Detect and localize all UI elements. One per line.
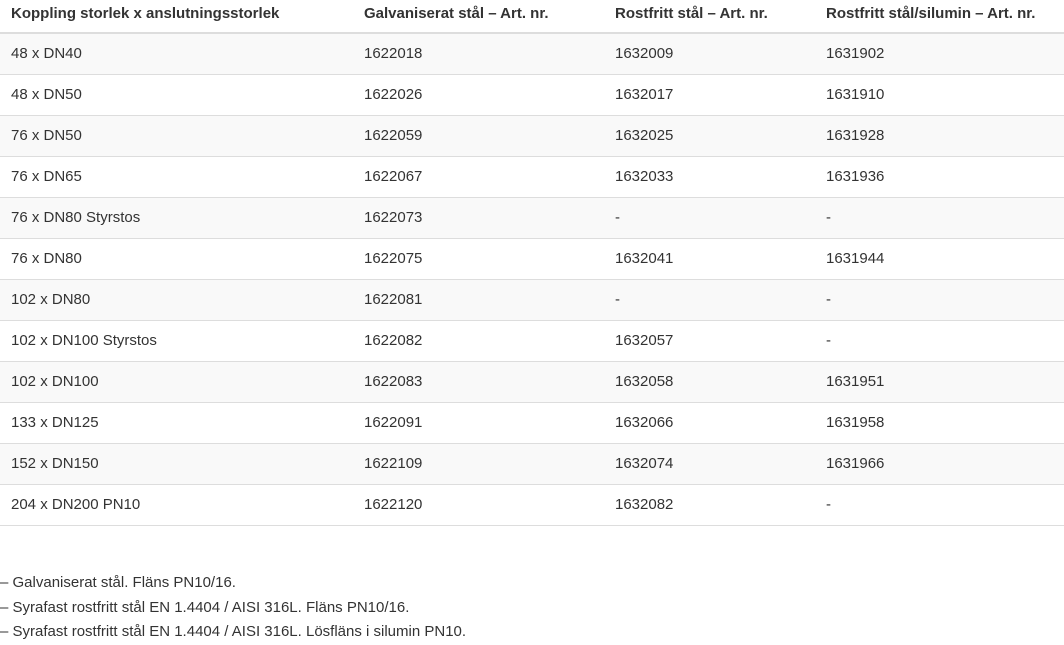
table-cell: 1622091 xyxy=(353,402,604,444)
table-cell: 1622081 xyxy=(353,279,604,321)
table-cell: 133 x DN125 xyxy=(0,402,353,444)
table-body: 48 x DN40 1622018 1632009 1631902 48 x DN50 1… xyxy=(0,33,1064,526)
table-cell: 1622018 xyxy=(353,33,604,75)
table-cell: 76 x DN80 xyxy=(0,238,353,280)
header-row: Koppling storlek x anslutningsstorlek Gal… xyxy=(0,0,1064,34)
table-cell: 1631951 xyxy=(815,361,1064,403)
table-row: 152 x DN150 1622109 1632074 1631966 xyxy=(0,443,1064,485)
table-cell: 1631966 xyxy=(815,443,1064,485)
table-cell: 1631944 xyxy=(815,238,1064,280)
table-cell: 1632041 xyxy=(604,238,815,280)
table-row: 102 x DN100 1622083 1632058 1631951 xyxy=(0,361,1064,403)
table-cell: 76 x DN65 xyxy=(0,156,353,198)
table-cell: 1622082 xyxy=(353,320,604,362)
table-cell: 1631910 xyxy=(815,74,1064,116)
table-cell: 1622073 xyxy=(353,197,604,239)
table-cell: 1632009 xyxy=(604,33,815,75)
table-cell: 1632025 xyxy=(604,115,815,157)
table-cell: - xyxy=(815,197,1064,239)
table-cell: 102 x DN80 xyxy=(0,279,353,321)
table-row: 48 x DN50 1622026 1632017 1631910 xyxy=(0,74,1064,116)
footnote: – Syrafast rostfritt stål EN 1.4404 / AI… xyxy=(0,623,467,640)
table-cell: 1632074 xyxy=(604,443,815,485)
article-table: Koppling storlek x anslutningsstorlek Gal… xyxy=(0,0,1064,526)
table-cell: 1622059 xyxy=(353,115,604,157)
table-cell: 1631958 xyxy=(815,402,1064,444)
table-cell: 204 x DN200 PN10 xyxy=(0,484,353,526)
table-cell: 102 x DN100 xyxy=(0,361,353,403)
table-cell: 1631928 xyxy=(815,115,1064,157)
table-row: 48 x DN40 1622018 1632009 1631902 xyxy=(0,33,1064,75)
column-header: Koppling storlek x anslutningsstorlek xyxy=(0,0,353,34)
table-cell: 1622067 xyxy=(353,156,604,198)
table-cell: 1632066 xyxy=(604,402,815,444)
table-cell: 1631902 xyxy=(815,33,1064,75)
table-cell: - xyxy=(815,484,1064,526)
table-cell: 48 x DN50 xyxy=(0,74,353,116)
table-cell: - xyxy=(815,279,1064,321)
table-cell: 102 x DN100 Styrstos xyxy=(0,320,353,362)
table-row: 76 x DN50 1622059 1632025 1631928 xyxy=(0,115,1064,157)
table-row: 102 x DN100 Styrstos 1622082 1632057- xyxy=(0,320,1064,362)
table-cell: 76 x DN80 Styrstos xyxy=(0,197,353,239)
table-cell: 1632033 xyxy=(604,156,815,198)
table-cell: 1622075 xyxy=(353,238,604,280)
table-header: Koppling storlek x anslutningsstorlek Gal… xyxy=(0,0,1064,34)
footnotes: – Galvaniserat stål. Fläns PN10/16. – Syr… xyxy=(0,571,1064,645)
table-cell: 1622109 xyxy=(353,443,604,485)
table-cell: 1631936 xyxy=(815,156,1064,198)
table-row: 102 x DN80 1622081- - xyxy=(0,279,1064,321)
table-cell: - xyxy=(815,320,1064,362)
table-cell: 1622026 xyxy=(353,74,604,116)
table-cell: 1632082 xyxy=(604,484,815,526)
table-row: 76 x DN65 1622067 1632033 1631936 xyxy=(0,156,1064,198)
table-cell: 1632017 xyxy=(604,74,815,116)
column-header: Rostfritt stål – Art. nr. xyxy=(604,0,815,34)
column-header: Galvaniserat stål – Art. nr. xyxy=(353,0,604,34)
footnote: – Syrafast rostfritt stål EN 1.4404 / AI… xyxy=(0,598,410,616)
table-cell: - xyxy=(604,279,815,321)
table-cell: 1632057 xyxy=(604,320,815,362)
table-cell: 48 x DN40 xyxy=(0,33,353,75)
footnote: – Galvaniserat stål. Fläns PN10/16. xyxy=(0,574,236,591)
table-row: 133 x DN125 1622091 1632066 1631958 xyxy=(0,402,1064,444)
table-row: 76 x DN80 1622075 1632041 1631944 xyxy=(0,238,1064,280)
table-cell: 1632058 xyxy=(604,361,815,403)
table-cell: - xyxy=(604,197,815,239)
table-row: 76 x DN80 Styrstos 1622073- - xyxy=(0,197,1064,239)
table-row: 204 x DN200 PN10 1622120 1632082- xyxy=(0,484,1064,526)
table-cell: 76 x DN50 xyxy=(0,115,353,157)
table-cell: 1622083 xyxy=(353,361,604,403)
table-cell: 152 x DN150 xyxy=(0,443,353,485)
column-header: Rostfritt stål/silumin – Art. nr. xyxy=(815,0,1064,34)
table-cell: 1622120 xyxy=(353,484,604,526)
